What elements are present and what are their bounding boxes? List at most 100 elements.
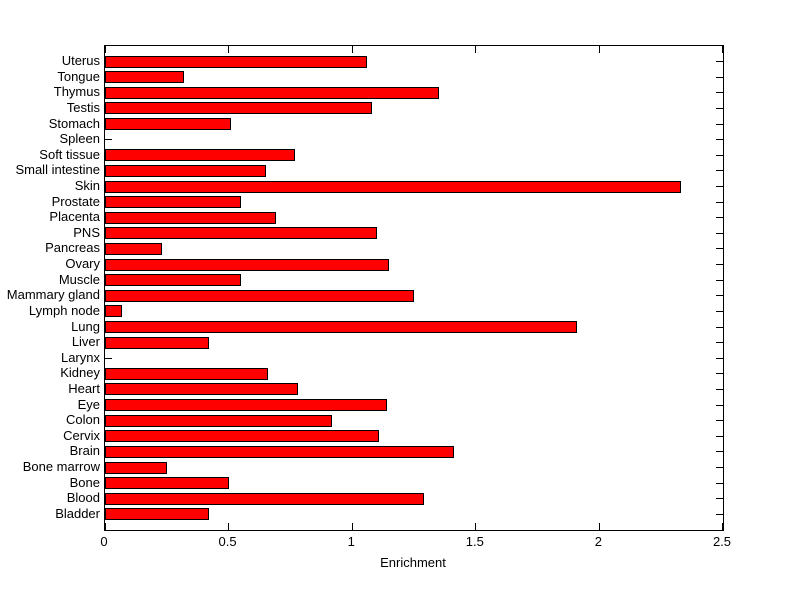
bar [105, 258, 389, 271]
y-tick-right [716, 107, 723, 109]
x-tick-bottom [598, 523, 600, 530]
bar [105, 461, 167, 474]
y-tick-right [716, 76, 723, 78]
category-label: Tongue [57, 68, 100, 84]
y-tick-right [716, 123, 723, 125]
plot-area [104, 45, 724, 531]
category-label: Kidney [60, 365, 100, 381]
bar [105, 414, 332, 427]
x-tick-label: 1 [347, 534, 355, 549]
category-label: Lymph node [28, 302, 100, 318]
x-tick-top [351, 46, 353, 53]
bar [105, 477, 229, 490]
y-tick-right [716, 170, 723, 172]
x-tick-bottom [228, 523, 230, 530]
y-tick-right [716, 326, 723, 328]
bar [105, 164, 266, 177]
category-label: Eye [77, 396, 100, 412]
x-tick-bottom [105, 523, 106, 530]
category-label: Pancreas [45, 240, 100, 256]
bar [105, 149, 295, 162]
bar [105, 102, 372, 115]
x-tick-label: 2 [594, 534, 602, 549]
bar [105, 118, 231, 131]
category-label: Bladder [55, 505, 100, 521]
x-tick-label: 1.5 [465, 534, 484, 549]
y-tick-right [716, 264, 723, 266]
y-tick-right [716, 435, 723, 437]
bar [105, 86, 439, 99]
bar [105, 383, 298, 396]
y-tick-right [716, 342, 723, 344]
category-label: Uterus [61, 53, 100, 69]
bar [105, 508, 209, 521]
category-label: Cervix [63, 427, 100, 443]
x-tick-bottom [351, 523, 353, 530]
category-label: Soft tissue [39, 146, 100, 162]
category-label: Colon [66, 412, 100, 428]
x-axis-title: Enrichment [380, 555, 446, 570]
y-tick-right [716, 404, 723, 406]
y-tick-right [716, 498, 723, 500]
x-tick-label: 0 [100, 534, 108, 549]
y-tick-right [716, 357, 723, 359]
x-tick-bottom [475, 523, 477, 530]
category-label: Thymus [53, 84, 100, 100]
category-label: Testis [66, 99, 100, 115]
bar [105, 274, 241, 287]
category-label: Larynx [60, 349, 100, 365]
category-label: Heart [68, 380, 100, 396]
category-label: Muscle [58, 271, 100, 287]
category-label: Mammary gland [6, 287, 100, 303]
category-label: PNS [73, 224, 100, 240]
category-label: Skin [74, 178, 100, 194]
y-tick-right [716, 295, 723, 297]
x-tick-bottom [722, 523, 723, 530]
y-tick-right [716, 420, 723, 422]
x-tick-top [722, 46, 723, 53]
bar [105, 492, 424, 505]
y-tick-right [716, 451, 723, 453]
bar [105, 336, 209, 349]
y-tick-right [716, 248, 723, 250]
bar [105, 196, 241, 209]
y-tick-right [716, 279, 723, 281]
y-tick-right [716, 139, 723, 141]
bar [105, 445, 454, 458]
y-tick-right [716, 310, 723, 312]
category-label: Blood [66, 490, 100, 506]
y-tick-right [716, 482, 723, 484]
y-tick-right [716, 513, 723, 515]
category-label: Prostate [51, 193, 100, 209]
y-tick-right [716, 186, 723, 188]
category-label: Spleen [59, 131, 100, 147]
category-label: Lung [71, 318, 100, 334]
y-tick-right [716, 92, 723, 94]
y-tick-right [716, 201, 723, 203]
x-tick-label: 0.5 [218, 534, 237, 549]
y-tick-right [716, 388, 723, 390]
bar [105, 55, 367, 68]
category-label: Small intestine [15, 162, 100, 178]
bar [105, 305, 122, 318]
x-tick-top [105, 46, 106, 53]
y-tick-left [105, 139, 112, 141]
category-label: Bone marrow [22, 459, 100, 475]
bar [105, 430, 379, 443]
x-tick-top [475, 46, 477, 53]
category-label: Placenta [49, 209, 100, 225]
y-tick-right [716, 232, 723, 234]
category-label: Ovary [65, 256, 100, 272]
y-tick-right [716, 373, 723, 375]
category-label: Brain [69, 443, 100, 459]
x-tick-top [228, 46, 230, 53]
category-label: Stomach [48, 115, 100, 131]
bar [105, 227, 377, 240]
category-label: Liver [71, 334, 100, 350]
y-tick-right [716, 61, 723, 63]
bar [105, 211, 276, 224]
x-tick-top [598, 46, 600, 53]
y-tick-right [716, 154, 723, 156]
bar [105, 321, 577, 334]
